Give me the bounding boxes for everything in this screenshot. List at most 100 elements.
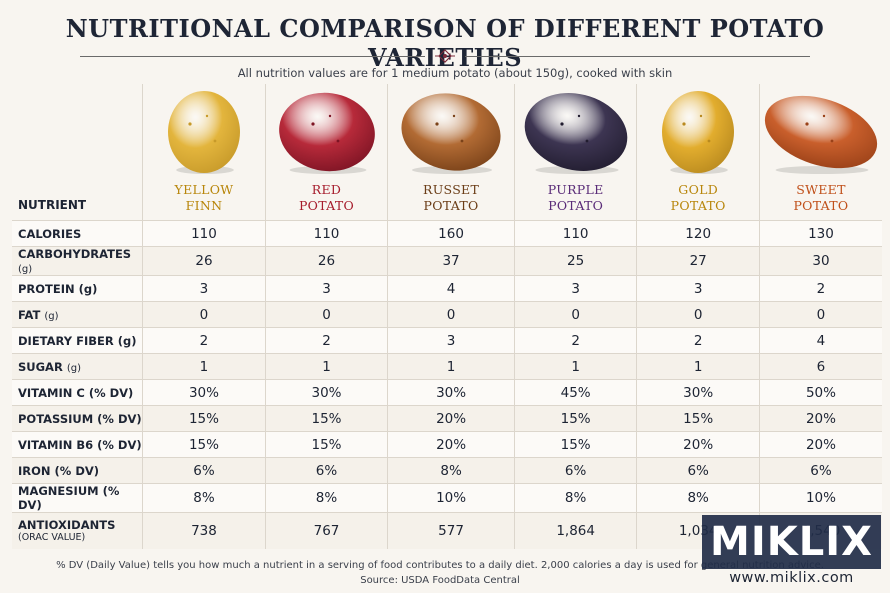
nutrient-value: 3 xyxy=(636,275,760,302)
source-note: Source: USDA FoodData Central xyxy=(360,575,520,586)
nutrient-value: 738 xyxy=(142,512,266,549)
nutrient-value: 30% xyxy=(636,379,760,406)
nutrient-name: DIETARY FIBER (g) xyxy=(18,333,137,348)
table-row: MAGNESIUM (% DV) 8% 8% 10% 8% 8% 10% xyxy=(12,483,882,513)
nutrient-unit: (g) xyxy=(44,310,59,322)
nutrient-value: 3 xyxy=(265,275,389,302)
nutrient-value: 4 xyxy=(387,275,515,302)
table-row: VITAMIN B6 (% DV) 15% 15% 20% 15% 20% 20% xyxy=(12,431,882,458)
nutrient-value: 30% xyxy=(387,379,515,406)
watermark-brand: MIKLIX xyxy=(710,519,873,565)
nutrient-value: 3 xyxy=(387,327,515,354)
table-row: FAT (g) 0 0 0 0 0 0 xyxy=(12,301,882,328)
variety-header: RED POTATO xyxy=(265,84,389,221)
nutrient-value: 2 xyxy=(759,275,882,302)
nutrient-value: 6 xyxy=(759,353,882,380)
nutrient-value: 30% xyxy=(142,379,266,406)
nutrient-value: 160 xyxy=(387,220,515,247)
table-row: PROTEIN (g) 3 3 4 3 3 2 xyxy=(12,275,882,302)
nutrient-label: DIETARY FIBER (g) xyxy=(12,327,144,354)
nutrient-value: 110 xyxy=(142,220,266,247)
nutrient-value: 6% xyxy=(514,457,638,484)
nutrient-name: CALORIES xyxy=(18,226,82,241)
table-row: POTASSIUM (% DV) 15% 15% 20% 15% 15% 20% xyxy=(12,405,882,432)
nutrient-value: 20% xyxy=(387,431,515,458)
variety-header: YELLOW FINN xyxy=(142,84,266,221)
nutrient-value: 15% xyxy=(514,431,638,458)
variety-name: SWEET POTATO xyxy=(760,182,882,214)
nutrient-value: 15% xyxy=(142,431,266,458)
nutrient-value: 110 xyxy=(265,220,389,247)
nutrient-name: PROTEIN (g) xyxy=(18,281,98,296)
variety-header: GOLD POTATO xyxy=(636,84,760,221)
page-subtitle: All nutrition values are for 1 medium po… xyxy=(237,66,673,80)
nutrient-value: 1 xyxy=(636,353,760,380)
nutrient-name: POTASSIUM (% DV) xyxy=(18,411,142,426)
nutrient-label: VITAMIN C (% DV) xyxy=(12,379,144,406)
nutrient-value: 20% xyxy=(759,405,882,432)
variety-name-line2: POTATO xyxy=(548,198,604,213)
nutrient-value: 0 xyxy=(265,301,389,328)
nutrient-value: 2 xyxy=(142,327,266,354)
variety-name: PURPLE POTATO xyxy=(515,182,637,214)
ornament-icon xyxy=(435,49,455,63)
nutrient-label: IRON (% DV) xyxy=(12,457,144,484)
nutrient-name: VITAMIN C (% DV) xyxy=(18,385,134,400)
dv-footnote: % DV (Daily Value) tells you how much a … xyxy=(56,560,824,571)
variety-name-line2: POTATO xyxy=(793,198,849,213)
variety-name: RUSSET POTATO xyxy=(388,182,514,214)
variety-name-line1: GOLD xyxy=(678,182,719,197)
nutrient-value: 8% xyxy=(142,483,266,513)
nutrient-label: POTASSIUM (% DV) xyxy=(12,405,144,432)
table-row: CARBOHYDRATES (g) 26 26 37 25 27 30 xyxy=(12,246,882,276)
nutrient-name: FAT xyxy=(18,307,41,322)
nutrient-value: 37 xyxy=(387,246,515,276)
nutrient-value: 45% xyxy=(514,379,638,406)
nutrient-value: 0 xyxy=(759,301,882,328)
nutrient-value: 30% xyxy=(265,379,389,406)
potato-image xyxy=(266,84,388,180)
nutrient-value: 15% xyxy=(636,405,760,432)
nutrient-column-header: NUTRIENT xyxy=(12,84,144,221)
table-row: DIETARY FIBER (g) 2 2 3 2 2 4 xyxy=(12,327,882,354)
nutrient-value: 6% xyxy=(265,457,389,484)
variety-name-line1: RUSSET xyxy=(423,182,480,197)
nutrient-name: VITAMIN B6 (% DV) xyxy=(18,437,142,452)
nutrient-label: ANTIOXIDANTS (ORAC VALUE) xyxy=(12,512,144,549)
nutrient-value: 15% xyxy=(142,405,266,432)
nutrient-value: 26 xyxy=(265,246,389,276)
nutrient-value: 6% xyxy=(636,457,760,484)
table-row: CALORIES 110 110 160 110 120 130 xyxy=(12,220,882,247)
nutrient-value: 15% xyxy=(514,405,638,432)
nutrient-label: VITAMIN B6 (% DV) xyxy=(12,431,144,458)
nutrient-value: 577 xyxy=(387,512,515,549)
nutrient-value: 20% xyxy=(636,431,760,458)
nutrient-label: SUGAR (g) xyxy=(12,353,144,380)
potato-image xyxy=(143,84,265,180)
nutrient-value: 10% xyxy=(759,483,882,513)
nutrient-value: 2 xyxy=(265,327,389,354)
nutrient-name: ANTIOXIDANTS xyxy=(18,518,116,533)
variety-header: PURPLE POTATO xyxy=(514,84,638,221)
nutrient-value: 3 xyxy=(514,275,638,302)
nutrient-label: MAGNESIUM (% DV) xyxy=(12,483,144,513)
nutrient-value: 6% xyxy=(759,457,882,484)
potato-image xyxy=(760,84,882,180)
nutrient-unit: (ORAC VALUE) xyxy=(18,532,86,544)
nutrient-unit: (g) xyxy=(18,264,33,275)
nutrient-value: 25 xyxy=(514,246,638,276)
table-row: SUGAR (g) 1 1 1 1 1 6 xyxy=(12,353,882,380)
nutrient-value: 1 xyxy=(142,353,266,380)
watermark-url: www.miklix.com xyxy=(729,570,854,586)
nutrient-value: 0 xyxy=(636,301,760,328)
nutrient-label: CALORIES xyxy=(12,220,144,247)
variety-name-line1: YELLOW xyxy=(174,182,234,197)
nutrient-value: 26 xyxy=(142,246,266,276)
nutrient-value: 10% xyxy=(387,483,515,513)
table-row: VITAMIN C (% DV) 30% 30% 30% 45% 30% 50% xyxy=(12,379,882,406)
nutrient-value: 3 xyxy=(142,275,266,302)
nutrient-value: 27 xyxy=(636,246,760,276)
nutrient-value: 767 xyxy=(265,512,389,549)
variety-name-line2: POTATO xyxy=(423,198,479,213)
nutrient-value: 1,864 xyxy=(514,512,638,549)
